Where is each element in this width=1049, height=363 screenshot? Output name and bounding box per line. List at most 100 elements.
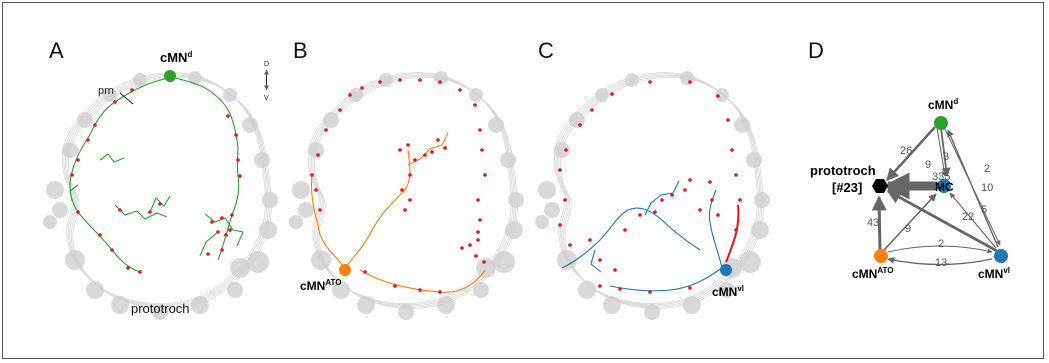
- cell-body: [259, 221, 277, 239]
- synapse-dot: [430, 150, 434, 154]
- synapse-dot: [76, 158, 80, 162]
- cell-body: [188, 71, 202, 85]
- synapse-dot: [220, 248, 224, 252]
- synapse-dot: [478, 128, 482, 132]
- synapse-dot: [413, 158, 417, 162]
- cell-body: [254, 152, 270, 168]
- synapse-dot: [688, 80, 692, 84]
- cell-body: [65, 250, 85, 270]
- synapse-dot: [590, 108, 594, 112]
- synapse-dot: [113, 100, 117, 104]
- synapse-dot: [708, 180, 712, 184]
- cell-body: [289, 215, 303, 229]
- node-cmn-ato: [874, 249, 888, 263]
- cell-body: [535, 215, 549, 229]
- synapse-dot: [710, 198, 714, 202]
- cell-body: [544, 202, 560, 218]
- weight-mc-proto: 335: [932, 171, 950, 183]
- weight-vl-d: 10: [981, 182, 993, 194]
- synapse-dot: [118, 208, 122, 212]
- synapse-dot: [206, 252, 210, 256]
- cell-body: [152, 304, 168, 320]
- cell-body: [746, 152, 762, 168]
- synapse-dot: [683, 188, 687, 192]
- cmn-d-soma-a: [164, 70, 176, 82]
- synapse-dot: [314, 188, 318, 192]
- node-prototroch: [872, 179, 888, 193]
- axis-v-label: V: [264, 95, 269, 102]
- node-prototroch-id: [#23]: [832, 180, 862, 195]
- synapse-dot: [126, 266, 130, 270]
- weight-vl-mc-5: 5: [981, 204, 987, 216]
- synapse-dot: [216, 230, 220, 234]
- cell-body: [111, 296, 129, 314]
- synapse-dot: [418, 288, 422, 292]
- axis-d-label: D: [264, 61, 269, 68]
- cell-body: [292, 181, 310, 199]
- synapse-dot: [698, 208, 702, 212]
- cell-body: [52, 202, 68, 218]
- cell-body: [625, 73, 639, 87]
- synapse-dot: [638, 213, 642, 217]
- synapses-c: [558, 80, 742, 294]
- cell-body: [493, 251, 515, 273]
- synapse-dot: [230, 213, 234, 217]
- neuron-b-central-arbor: [344, 149, 411, 269]
- node-cmn-vl-label: cMNvl: [978, 266, 1010, 281]
- cell-body: [569, 112, 585, 128]
- cell-body: [603, 296, 621, 314]
- figure-frame: [2, 2, 1044, 359]
- synapse-dot: [618, 287, 622, 291]
- synapse-dot: [423, 153, 427, 157]
- cell-body: [644, 304, 660, 320]
- synapse-dot: [378, 80, 382, 84]
- synapse-dot: [93, 123, 97, 127]
- weight-ato-mc: 9: [905, 223, 911, 235]
- neuron-c-ventral: [609, 267, 723, 292]
- weight-d-mc-9: 9: [925, 159, 931, 171]
- synapse-dot: [318, 208, 322, 212]
- cell-body: [434, 71, 448, 85]
- cell-body: [230, 258, 250, 278]
- node-cmn-d: [934, 116, 948, 130]
- cell-body: [538, 181, 556, 199]
- synapse-dot: [403, 208, 407, 212]
- neuron-b-left-branch: [310, 174, 346, 269]
- synapse-dot: [716, 94, 720, 98]
- cell-body: [262, 192, 278, 208]
- larva-body-b: [289, 71, 524, 320]
- cell-body: [719, 282, 735, 298]
- prn-label: prn: [98, 85, 114, 97]
- cell-body: [715, 88, 729, 102]
- synapse-dot: [393, 284, 397, 288]
- cell-body: [473, 282, 489, 298]
- synapse-dot: [738, 198, 742, 202]
- synapse-dot: [734, 173, 738, 177]
- cmn-vl-soma-c: [720, 264, 732, 276]
- synapse-dot: [148, 210, 152, 214]
- cell-body: [379, 73, 393, 87]
- synapse-dot: [482, 260, 486, 264]
- weight-d-vl: 2: [984, 163, 990, 175]
- neuron-a-twig-3: [149, 195, 171, 213]
- neuron-c-twig-1: [644, 180, 680, 216]
- cell-body: [191, 296, 209, 314]
- synapse-dot: [316, 153, 320, 157]
- synapse-dot: [468, 243, 472, 247]
- synapse-dot: [688, 286, 692, 290]
- synapse-dot: [476, 230, 480, 234]
- cell-body: [754, 192, 770, 208]
- panel-d-letter: D: [808, 38, 824, 63]
- cell-body: [349, 88, 363, 102]
- synapse-dot: [310, 173, 314, 177]
- weight-ato-vl: 2: [938, 238, 944, 250]
- neuron-a-twig-6: [69, 184, 79, 202]
- synapse-dot: [406, 143, 410, 147]
- panel-c-letter: C: [538, 38, 554, 63]
- synapse-dot: [648, 290, 652, 294]
- synapse-dot: [220, 216, 224, 220]
- synapse-dot: [648, 80, 652, 84]
- synapse-dot: [558, 223, 562, 227]
- synapse-dot: [730, 148, 734, 152]
